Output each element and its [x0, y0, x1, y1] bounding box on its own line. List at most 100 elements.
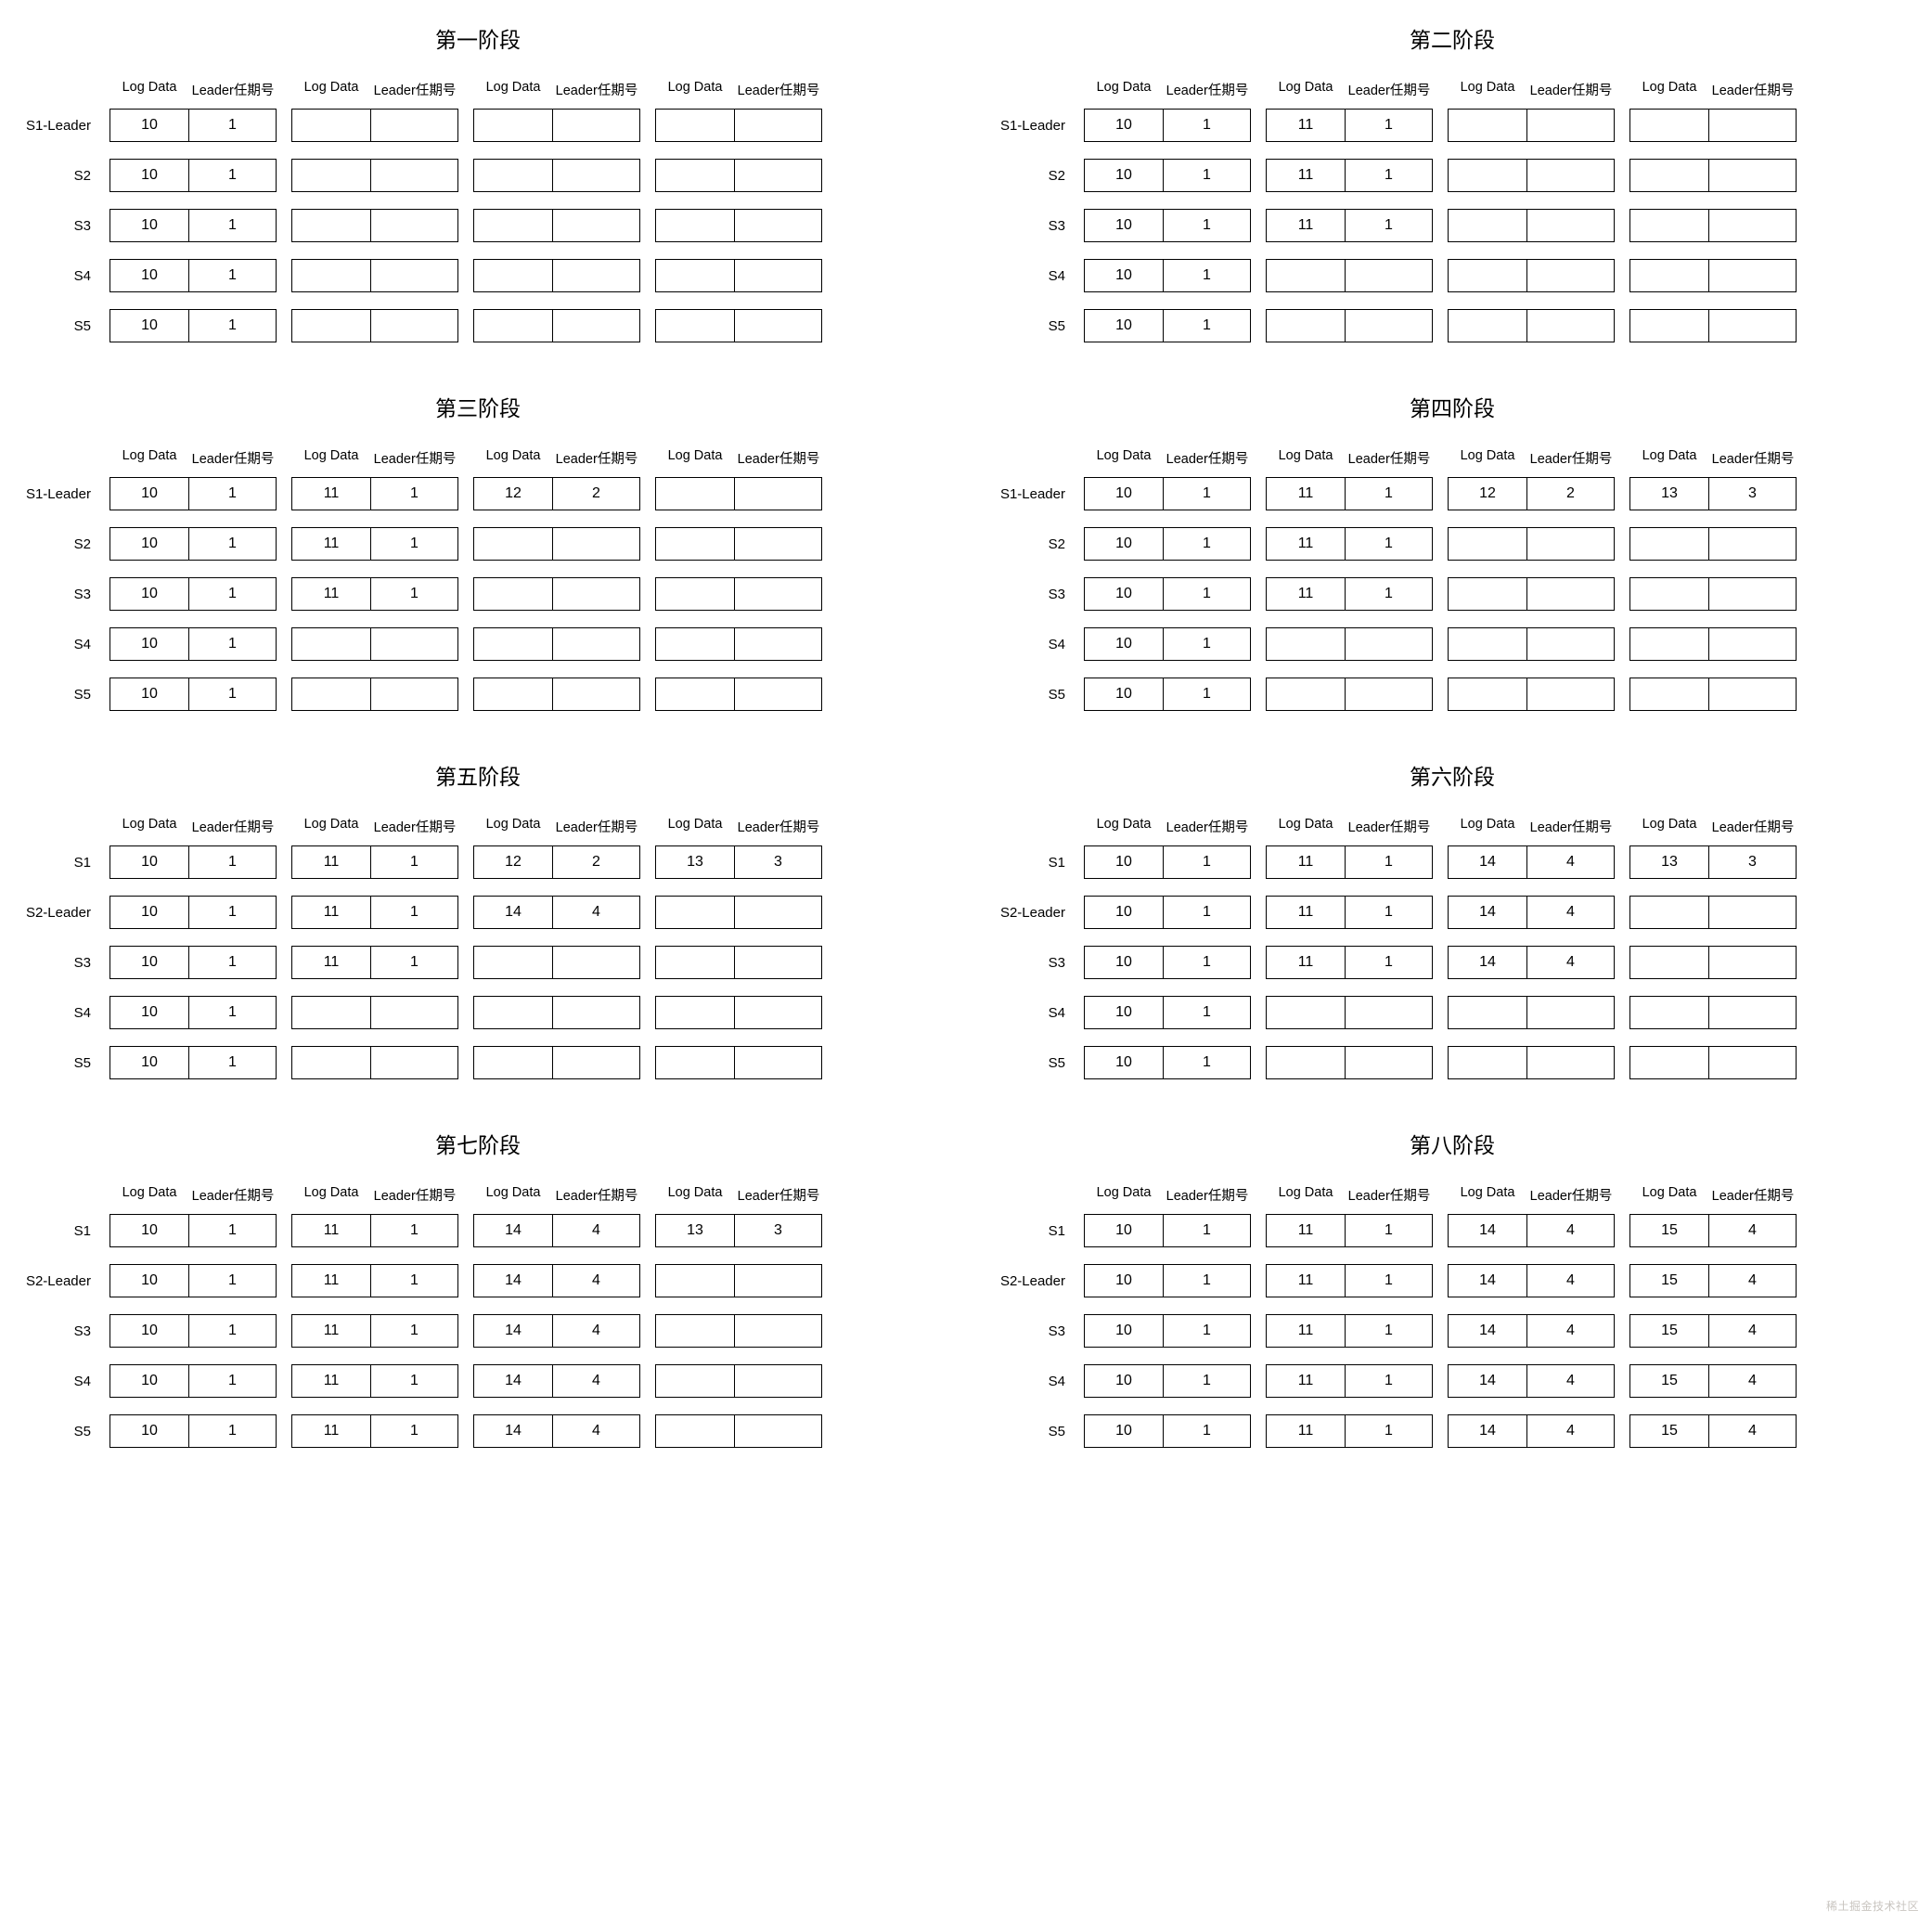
log-entry: [1629, 627, 1797, 661]
log-entry: 154: [1629, 1264, 1797, 1297]
header-logdata: Log Data: [655, 448, 735, 468]
header-leader-term: Leader任期号: [189, 1185, 277, 1205]
log-data-cell: 10: [109, 159, 189, 192]
leader-term-cell: [1527, 259, 1615, 292]
header-leader-term: Leader任期号: [1709, 80, 1797, 99]
log-entry: [1448, 527, 1615, 561]
log-data-cell: [1448, 309, 1527, 342]
column-header: Log DataLeader任期号: [473, 817, 640, 836]
leader-term-cell: [735, 1314, 822, 1348]
log-data-cell: 11: [291, 946, 371, 979]
log-data-cell: [655, 996, 735, 1029]
log-data-cell: [1629, 946, 1709, 979]
server-row: S4101111144154: [984, 1364, 1921, 1398]
log-data-cell: 15: [1629, 1364, 1709, 1398]
leader-term-cell: 1: [1164, 259, 1251, 292]
log-entry: 101: [109, 159, 277, 192]
log-entry: 101: [109, 896, 277, 929]
server-label: S2: [9, 168, 95, 184]
stage: 第八阶段.Log DataLeader任期号Log DataLeader任期号L…: [984, 1124, 1921, 1465]
header-leader-term: Leader任期号: [189, 817, 277, 836]
leader-term-cell: [735, 1046, 822, 1079]
header-logdata: Log Data: [1266, 80, 1346, 99]
server-label: S4: [984, 637, 1069, 652]
server-row: S2-Leader101111144: [9, 896, 947, 929]
log-entry: 144: [1448, 896, 1615, 929]
leader-term-cell: 4: [553, 1214, 640, 1247]
leader-term-cell: [735, 109, 822, 142]
log-entry: 111: [291, 1314, 458, 1348]
server-row: S1-Leader101: [9, 109, 947, 142]
column-header: Log DataLeader任期号: [291, 80, 458, 99]
log-data-cell: [1629, 996, 1709, 1029]
log-data-cell: 11: [1266, 946, 1346, 979]
leader-term-cell: 1: [189, 1414, 277, 1448]
leader-term-cell: 1: [371, 845, 458, 879]
leader-term-cell: 1: [371, 477, 458, 510]
log-entry: 144: [473, 1414, 640, 1448]
log-data-cell: [473, 946, 553, 979]
log-data-cell: 11: [1266, 209, 1346, 242]
column-headers-row: .Log DataLeader任期号Log DataLeader任期号Log D…: [984, 448, 1921, 468]
log-data-cell: [655, 477, 735, 510]
log-entry: [1266, 1046, 1433, 1079]
log-entry: [1629, 209, 1797, 242]
log-entry: [655, 896, 822, 929]
log-data-cell: [1629, 209, 1709, 242]
leader-term-cell: [1709, 527, 1797, 561]
log-data-cell: 11: [291, 527, 371, 561]
log-data-cell: [655, 159, 735, 192]
log-data-cell: [1629, 577, 1709, 611]
leader-term-cell: 1: [189, 1364, 277, 1398]
log-data-cell: 10: [1084, 259, 1164, 292]
leader-term-cell: 4: [1527, 845, 1615, 879]
log-entry: [1629, 896, 1797, 929]
stage: 第二阶段.Log DataLeader任期号Log DataLeader任期号L…: [984, 19, 1921, 359]
log-entry: 154: [1629, 1414, 1797, 1448]
log-entry: [655, 996, 822, 1029]
log-entry: [655, 1314, 822, 1348]
log-entry: 101: [1084, 1214, 1251, 1247]
log-entry: [291, 209, 458, 242]
log-data-cell: [1629, 678, 1709, 711]
log-data-cell: [473, 159, 553, 192]
log-entry: [291, 159, 458, 192]
header-leader-term: Leader任期号: [371, 817, 458, 836]
log-data-cell: 14: [1448, 1414, 1527, 1448]
log-data-cell: 14: [1448, 1364, 1527, 1398]
header-logdata: Log Data: [473, 1185, 553, 1205]
column-header: Log DataLeader任期号: [1084, 817, 1251, 836]
log-entry: 101: [1084, 896, 1251, 929]
leader-term-cell: [735, 996, 822, 1029]
header-logdata: Log Data: [473, 80, 553, 99]
log-data-cell: [655, 946, 735, 979]
leader-term-cell: 4: [553, 896, 640, 929]
server-label: S3: [9, 1323, 95, 1339]
leader-term-cell: 3: [735, 845, 822, 879]
leader-term-cell: [735, 896, 822, 929]
leader-term-cell: [553, 678, 640, 711]
log-data-cell: 14: [1448, 1314, 1527, 1348]
log-data-cell: [473, 996, 553, 1029]
leader-term-cell: 1: [189, 259, 277, 292]
leader-term-cell: 2: [553, 477, 640, 510]
leader-term-cell: 4: [1709, 1414, 1797, 1448]
log-data-cell: 10: [109, 1046, 189, 1079]
leader-term-cell: [735, 627, 822, 661]
leader-term-cell: [1709, 259, 1797, 292]
log-entry: 101: [1084, 1264, 1251, 1297]
leader-term-cell: 3: [1709, 477, 1797, 510]
log-data-cell: 14: [473, 1364, 553, 1398]
log-data-cell: 11: [291, 1364, 371, 1398]
log-entry: 101: [109, 309, 277, 342]
server-label: S1-Leader: [9, 118, 95, 134]
header-leader-term: Leader任期号: [1164, 817, 1251, 836]
log-data-cell: [655, 527, 735, 561]
log-data-cell: [655, 678, 735, 711]
log-data-cell: [473, 259, 553, 292]
log-data-cell: 10: [1084, 1414, 1164, 1448]
leader-term-cell: 2: [1527, 477, 1615, 510]
log-entry: 111: [291, 1214, 458, 1247]
log-data-cell: 15: [1629, 1214, 1709, 1247]
leader-term-cell: 1: [1164, 1264, 1251, 1297]
